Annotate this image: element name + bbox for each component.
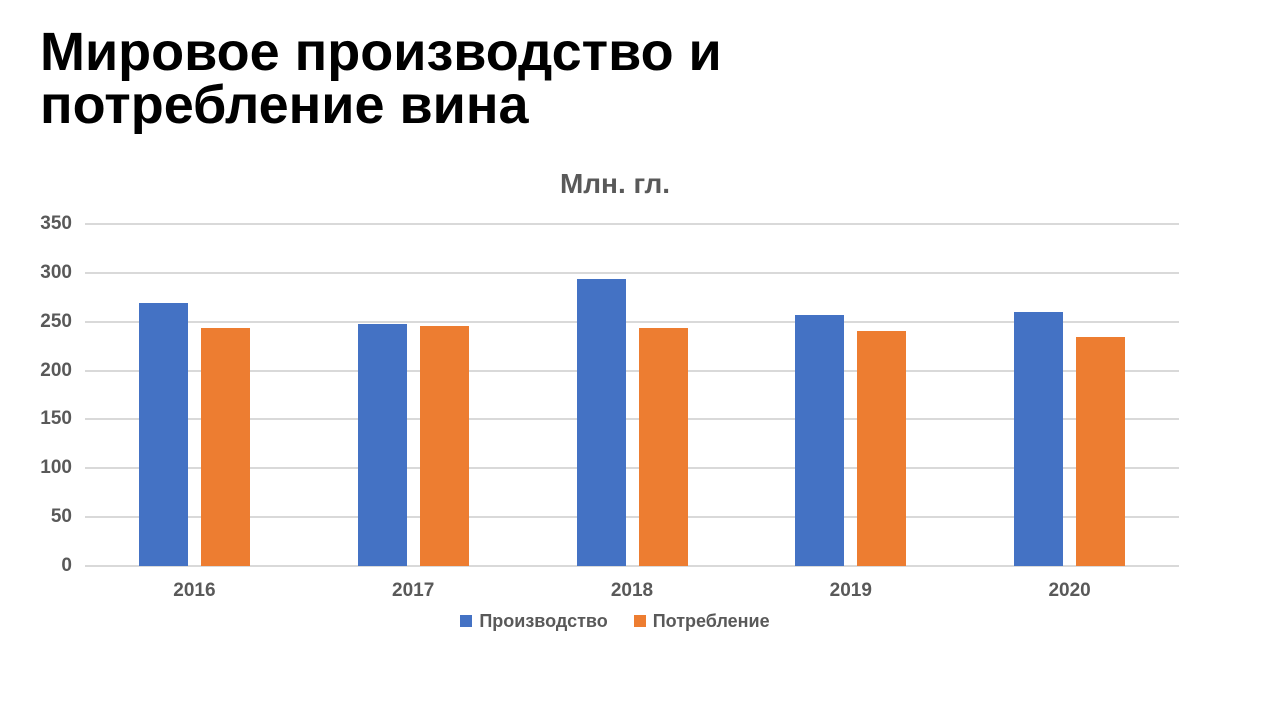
gridline xyxy=(85,418,1179,421)
legend-label-production: Производство xyxy=(479,611,608,631)
y-axis-tick-label: 350 xyxy=(40,213,72,234)
x-axis-category-label: 2018 xyxy=(610,580,654,601)
legend-item-consumption: Потребление xyxy=(633,611,770,631)
bar-consumption-2019 xyxy=(857,330,907,566)
bar-production-2016 xyxy=(138,303,188,566)
y-axis-tick-label: 50 xyxy=(50,506,72,528)
bar-consumption-2020 xyxy=(1076,337,1126,566)
legend-swatch-production-icon xyxy=(460,615,473,627)
y-axis-tick-label: 0 xyxy=(61,555,72,576)
x-axis-category-label: 2017 xyxy=(392,580,435,601)
bar-consumption-2017 xyxy=(419,325,469,566)
gridline xyxy=(85,467,1179,470)
y-axis-tick-label: 200 xyxy=(40,359,72,381)
page-title: Мировое производство и потребление вина xyxy=(40,22,722,135)
x-axis-category-label: 2019 xyxy=(829,580,872,601)
bar-production-2019 xyxy=(795,314,845,566)
page-title-line-2: потребление вина xyxy=(40,75,529,135)
y-axis-tick-label: 100 xyxy=(40,457,72,479)
page-title-line-1: Мировое производство и xyxy=(40,22,722,82)
gridline xyxy=(85,369,1179,372)
y-axis-tick-label: 250 xyxy=(40,310,72,332)
gridline xyxy=(85,565,1179,567)
legend-swatch-consumption-icon xyxy=(633,615,646,627)
y-axis-tick-label: 150 xyxy=(40,408,72,430)
bar-consumption-2018 xyxy=(638,327,688,566)
gridline xyxy=(85,320,1179,323)
chart-title: Млн. гл. xyxy=(559,168,671,199)
gridline xyxy=(85,516,1179,519)
x-axis-category-label: 2016 xyxy=(173,580,216,601)
gridline xyxy=(85,271,1179,274)
legend-label-consumption: Потребление xyxy=(652,611,770,631)
bar-production-2020 xyxy=(1014,311,1064,566)
gridline xyxy=(85,223,1179,225)
bar-consumption-2016 xyxy=(200,327,250,566)
x-axis-category-label: 2020 xyxy=(1048,580,1091,601)
chart-legend: Производство Потребление xyxy=(0,611,1230,631)
legend-item-production: Производство xyxy=(460,611,608,631)
y-axis-tick-label: 300 xyxy=(40,261,72,283)
bar-production-2017 xyxy=(357,323,407,566)
bar-production-2018 xyxy=(576,278,626,566)
